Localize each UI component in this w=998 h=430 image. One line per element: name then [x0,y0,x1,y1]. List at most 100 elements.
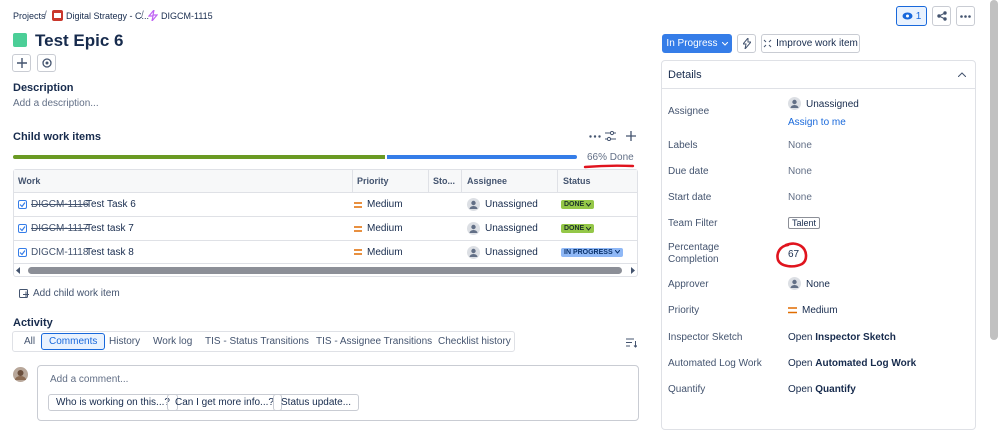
field-value[interactable]: None [788,140,812,151]
avatar [467,198,480,211]
status-text: IN PROGRESS [564,248,613,256]
work-key[interactable]: DIGCM-1117 [31,223,89,234]
annotation-circle [776,242,808,268]
suggestion-chip[interactable]: Who is working on this...? [48,394,178,411]
tab[interactable]: Work log [153,336,193,347]
assignee: Unassigned [485,199,538,210]
comment-placeholder[interactable]: Add a comment... [50,374,129,385]
field-label: Quantify [668,384,706,395]
breadcrumb-item[interactable]: Digital Strategy - C... [66,11,150,21]
watch-button[interactable]: 1 [896,6,927,26]
plus-icon [16,58,27,68]
horizontal-scrollbar[interactable] [14,265,637,276]
chevron [586,226,592,231]
avatar [467,222,480,235]
work-summary[interactable]: Test task 8 [86,246,134,258]
share-button[interactable] [932,6,951,26]
suggestion-chip[interactable]: Status update... [273,394,360,411]
field-link[interactable]: Open Inspector Sketch [788,332,896,343]
column-header[interactable]: Sto... [428,170,455,192]
status-text: In Progress [666,38,718,49]
link-name: Quantify [815,384,856,395]
status-lozenge[interactable]: DONE [561,224,595,233]
sort-icon[interactable] [626,338,637,348]
plus-icon[interactable] [626,131,636,141]
chevron [614,250,620,254]
section-heading: Child work items [13,131,102,143]
field-label: Start date [668,192,712,203]
tab[interactable]: All [24,336,36,347]
status-lozenge[interactable]: DONE [561,200,595,209]
section-heading: Activity [13,317,53,329]
breadcrumb-item[interactable]: Projects [13,11,46,21]
title[interactable]: Test Epic 6 [35,31,124,50]
table-header: Work Priority Sto... Assignee Status [14,170,637,192]
priority-icon [354,225,362,232]
table-row[interactable]: DIGCM-1117 Test task 7 Medium Unassigned… [13,216,638,240]
field-label: Assignee [668,106,710,117]
assignee: Unassigned [485,246,538,258]
link-name: Inspector Sketch [815,332,896,343]
description-placeholder[interactable]: Add a description... [13,98,99,109]
tab[interactable]: TIS - Assignee Transitions [316,336,433,347]
field-value[interactable]: Unassigned [806,99,859,110]
link-prefix: Open [788,332,813,343]
progress-bar [13,155,577,159]
tab[interactable]: History [109,336,141,347]
project-icon [52,10,63,21]
tab[interactable]: TIS - Status Transitions [205,336,309,347]
link-prefix: Open [788,358,813,369]
filter-icon[interactable] [605,131,616,141]
tab-bar [12,331,515,352]
breadcrumb-item[interactable]: DIGCM-1115 [161,11,213,21]
watch-count: 1 [915,10,922,22]
suggestion-chip[interactable]: Can I get more info...? [167,394,282,411]
sparkle-icon [763,39,772,48]
status-text: DONE [564,201,585,208]
work-key[interactable]: DIGCM-1118 [31,246,89,258]
child-table [13,169,638,277]
column-header[interactable]: Assignee [461,170,507,192]
collapse-icon[interactable] [958,72,966,77]
field-link[interactable]: Open Quantify [788,384,856,395]
table-row[interactable]: DIGCM-1118 Test task 8 Medium Unassigned… [13,240,638,264]
field-value[interactable]: None [788,192,812,203]
field-link[interactable]: Open Automated Log Work [788,358,916,369]
more-button[interactable] [956,6,975,26]
column-header[interactable]: Priority [352,170,389,192]
task-icon [18,224,27,233]
table-row[interactable]: DIGCM-1116 Test Task 6 Medium Unassigned… [13,192,638,216]
add-button[interactable] [12,54,31,72]
column-header[interactable]: Status [557,170,591,192]
priority: Medium [367,246,403,258]
avatar [788,277,801,290]
apps-button[interactable] [37,54,56,72]
work-summary[interactable]: Test Task 6 [86,199,136,210]
tab[interactable]: Comments [41,333,106,350]
field-value[interactable]: Talent [788,217,821,229]
status-lozenge[interactable]: IN PROGRESS [561,247,623,257]
assign-link[interactable]: Assign to me [788,117,846,128]
page-scrollbar[interactable] [990,0,998,340]
field-value[interactable]: Medium [802,305,838,316]
field-value[interactable]: None [788,166,812,177]
tab[interactable]: Checklist history [438,336,511,347]
improve-button[interactable]: Improve work item [761,34,860,53]
field-label: Due date [668,166,709,177]
separator: / [44,10,47,21]
assignee: Unassigned [485,223,538,234]
details-heading[interactable]: Details [668,69,702,81]
field-value[interactable]: None [806,279,830,290]
link-name: Automated Log Work [815,358,917,369]
automation-button[interactable] [737,34,756,53]
progress-label: 66% Done [587,152,634,163]
status-button[interactable]: In Progress [662,34,732,53]
column-header[interactable]: Work [18,176,41,186]
bolt-icon [742,38,751,49]
work-key[interactable]: DIGCM-1116 [31,199,89,210]
separator: / [141,10,144,21]
add-child-button[interactable]: Add child work item [33,288,120,299]
more-icon[interactable] [589,135,601,138]
field-value[interactable]: 67 [788,249,800,260]
work-summary[interactable]: Test task 7 [86,223,134,234]
